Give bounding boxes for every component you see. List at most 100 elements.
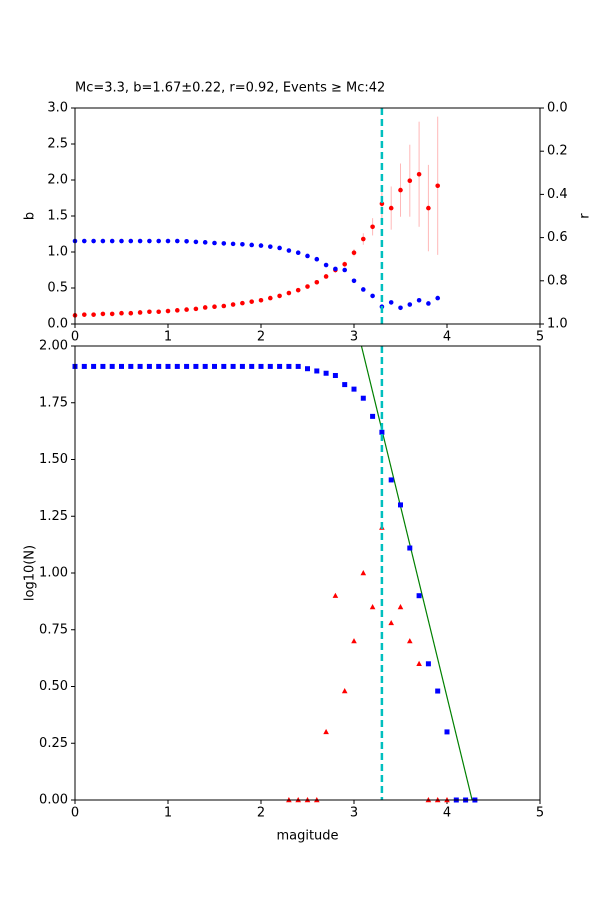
- point: [240, 300, 245, 306]
- point: [361, 287, 366, 292]
- y-tick-label: 0.50: [39, 679, 68, 694]
- point: [147, 238, 152, 244]
- axes-frame: [74, 345, 541, 801]
- point: [91, 312, 96, 317]
- square-marker: [425, 661, 431, 667]
- point: [175, 238, 180, 244]
- square-marker: [249, 363, 255, 369]
- point: [175, 308, 180, 313]
- plot-area: [75, 346, 540, 800]
- square-marker: [212, 363, 217, 369]
- x-tick-label: 5: [536, 806, 544, 821]
- axes-frame: [74, 107, 541, 325]
- point: [370, 293, 375, 299]
- point: [212, 304, 217, 310]
- square-marker: [100, 363, 106, 369]
- point: [202, 240, 208, 245]
- y-tick-label: 2.0: [47, 173, 68, 188]
- square-marker: [342, 382, 348, 388]
- point: [230, 302, 236, 307]
- point: [277, 245, 282, 251]
- y2-tick-label: 0.6: [547, 230, 568, 245]
- x-tick-label: 1: [164, 806, 172, 821]
- y-tick-label: 1.00: [39, 566, 68, 581]
- point: [351, 278, 357, 284]
- point: [286, 248, 292, 253]
- point: [258, 243, 264, 248]
- square-marker: [305, 366, 310, 372]
- triangle-marker: [388, 619, 394, 626]
- point: [109, 238, 115, 244]
- x-tick-label: 4: [443, 330, 451, 345]
- triangle-marker: [407, 638, 413, 644]
- x-tick-label: 0: [71, 806, 79, 821]
- point: [426, 205, 431, 211]
- y2-tick-label: 0.4: [547, 187, 568, 202]
- square-marker: [174, 363, 180, 369]
- y2-tick-label: 1.0: [547, 317, 568, 332]
- point: [137, 238, 143, 244]
- x-tick-label: 2: [257, 330, 265, 345]
- point: [435, 295, 441, 301]
- point: [109, 311, 115, 317]
- y-axis-label: b: [23, 212, 38, 220]
- point: [323, 274, 329, 279]
- x-axis-label: magitude: [276, 829, 338, 844]
- point: [258, 297, 264, 303]
- point: [156, 309, 161, 315]
- square-marker: [230, 363, 236, 369]
- point: [407, 178, 413, 184]
- y-tick-label: 0.5: [47, 281, 68, 296]
- triangle-marker: [332, 592, 339, 598]
- y2-axis-label: r: [578, 213, 593, 219]
- fit-line: [360, 345, 473, 801]
- square-marker: [202, 363, 208, 369]
- point: [221, 241, 227, 246]
- x-tick-label: 5: [536, 330, 544, 345]
- square-marker: [444, 729, 450, 735]
- point: [277, 293, 282, 299]
- point: [268, 295, 273, 301]
- point: [202, 305, 208, 310]
- square-marker: [416, 593, 422, 599]
- point: [361, 236, 366, 242]
- point: [212, 240, 217, 246]
- square-marker: [295, 363, 301, 369]
- point: [240, 241, 245, 247]
- square-marker: [128, 363, 134, 369]
- y-axis-label: log10(N): [23, 545, 38, 601]
- chart-title: Mc=3.3, b=1.67±0.22, r=0.92, Events ≥ Mc…: [75, 81, 385, 96]
- triangle-marker: [416, 660, 422, 666]
- point: [398, 305, 403, 311]
- point: [147, 309, 152, 315]
- square-marker: [119, 363, 124, 369]
- point: [137, 310, 143, 315]
- square-marker: [109, 363, 115, 369]
- point: [165, 308, 171, 314]
- y-tick-label: 1.5: [47, 209, 68, 224]
- point: [305, 284, 310, 289]
- point: [342, 261, 348, 267]
- point: [156, 238, 161, 244]
- point: [333, 266, 338, 272]
- point: [184, 307, 189, 312]
- point: [286, 290, 292, 296]
- triangle-marker: [360, 570, 367, 576]
- point: [435, 183, 441, 189]
- point: [305, 253, 310, 259]
- point: [91, 238, 96, 244]
- x-tick-label: 4: [443, 806, 451, 821]
- point: [370, 224, 375, 230]
- y-tick-label: 1.75: [39, 395, 68, 410]
- square-marker: [435, 688, 441, 694]
- point: [193, 239, 199, 245]
- point: [416, 171, 422, 177]
- x-tick-label: 2: [257, 806, 265, 821]
- y-tick-label: 1.0: [47, 245, 68, 260]
- x-tick-label: 0: [71, 330, 79, 345]
- y-tick-label: 0.0: [47, 317, 68, 332]
- triangle-marker: [351, 638, 357, 644]
- y-tick-label: 3.0: [47, 101, 68, 116]
